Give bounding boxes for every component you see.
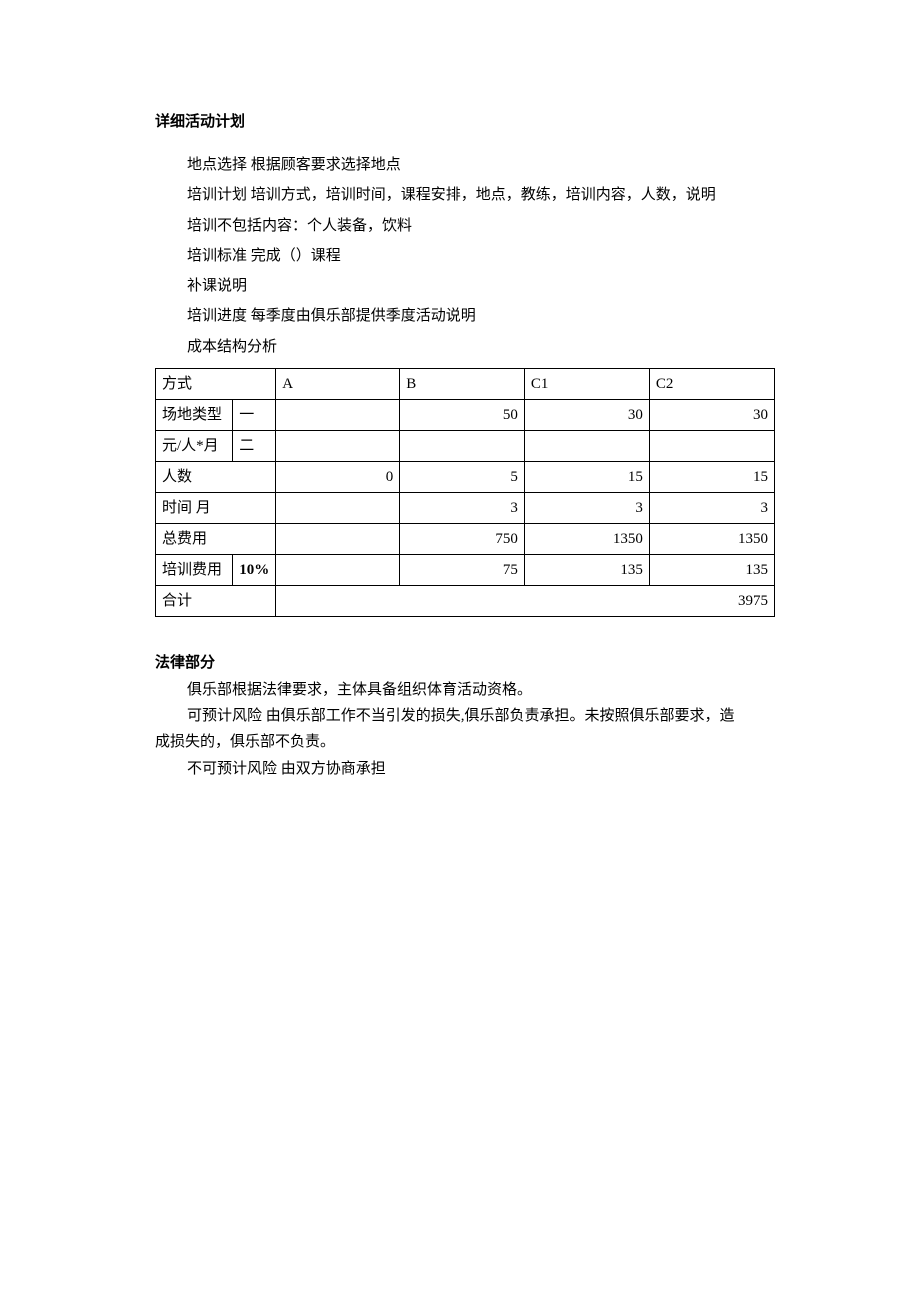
cell: 合计 <box>156 585 276 616</box>
plan-line: 培训不包括内容：个人装备，饮料 <box>187 213 775 239</box>
plan-line: 培训标准 完成（）课程 <box>187 243 775 269</box>
cell: 30 <box>524 399 649 430</box>
section1-lines: 地点选择 根据顾客要求选择地点 培训计划 培训方式，培训时间，课程安排，地点，教… <box>155 152 775 360</box>
table-row: 元/人*月 二 <box>156 430 775 461</box>
cell: 3975 <box>276 585 775 616</box>
cell <box>276 523 400 554</box>
cell: 时间 月 <box>156 492 276 523</box>
section2-lines: 俱乐部根据法律要求，主体具备组织体育活动资格。 可预计风险 由俱乐部工作不当引发… <box>155 677 775 782</box>
cell: 3 <box>649 492 774 523</box>
section1-heading: 详细活动计划 <box>155 110 775 134</box>
plan-line: 成本结构分析 <box>187 334 775 360</box>
cell: 方式 <box>156 368 276 399</box>
cell: 培训费用 <box>156 554 233 585</box>
cell: 50 <box>400 399 525 430</box>
cell: 30 <box>649 399 774 430</box>
cell: 1350 <box>649 523 774 554</box>
section2-heading: 法律部分 <box>155 651 775 675</box>
cell: 场地类型 <box>156 399 233 430</box>
cell: 二 <box>233 430 276 461</box>
plan-line: 地点选择 根据顾客要求选择地点 <box>187 152 775 178</box>
legal-line: 俱乐部根据法律要求，主体具备组织体育活动资格。 <box>155 677 775 703</box>
plan-line: 补课说明 <box>187 273 775 299</box>
cell: 3 <box>524 492 649 523</box>
cell: 750 <box>400 523 525 554</box>
cost-table: 方式 A B C1 C2 场地类型 一 50 30 30 元/人*月 二 人数 … <box>155 368 775 617</box>
legal-line: 可预计风险 由俱乐部工作不当引发的损失,俱乐部负责承担。未按照俱乐部要求，造 <box>155 703 775 729</box>
cell: C2 <box>649 368 774 399</box>
cell <box>276 554 400 585</box>
cell: 人数 <box>156 461 276 492</box>
plan-line: 培训计划 培训方式，培训时间，课程安排，地点，教练，培训内容，人数，说明 <box>187 182 775 208</box>
plan-line: 培训进度 每季度由俱乐部提供季度活动说明 <box>187 303 775 329</box>
cell: B <box>400 368 525 399</box>
table-row: 方式 A B C1 C2 <box>156 368 775 399</box>
cell <box>276 492 400 523</box>
table-row: 培训费用 10% 75 135 135 <box>156 554 775 585</box>
cell: C1 <box>524 368 649 399</box>
cell: 总费用 <box>156 523 276 554</box>
cell: 15 <box>524 461 649 492</box>
table-row: 总费用 750 1350 1350 <box>156 523 775 554</box>
cell <box>400 430 525 461</box>
cell: 10% <box>233 554 276 585</box>
cell: A <box>276 368 400 399</box>
cell: 一 <box>233 399 276 430</box>
cell: 1350 <box>524 523 649 554</box>
cell <box>276 399 400 430</box>
cell: 5 <box>400 461 525 492</box>
table-row: 时间 月 3 3 3 <box>156 492 775 523</box>
table-row: 人数 0 5 15 15 <box>156 461 775 492</box>
cell <box>649 430 774 461</box>
table-row: 合计 3975 <box>156 585 775 616</box>
cell: 3 <box>400 492 525 523</box>
cell: 135 <box>649 554 774 585</box>
cell <box>276 430 400 461</box>
legal-line: 不可预计风险 由双方协商承担 <box>155 756 775 782</box>
cell: 0 <box>276 461 400 492</box>
cell: 15 <box>649 461 774 492</box>
cell <box>524 430 649 461</box>
cell: 元/人*月 <box>156 430 233 461</box>
table-row: 场地类型 一 50 30 30 <box>156 399 775 430</box>
cell: 135 <box>524 554 649 585</box>
cell: 75 <box>400 554 525 585</box>
legal-line: 成损失的，俱乐部不负责。 <box>155 729 775 755</box>
